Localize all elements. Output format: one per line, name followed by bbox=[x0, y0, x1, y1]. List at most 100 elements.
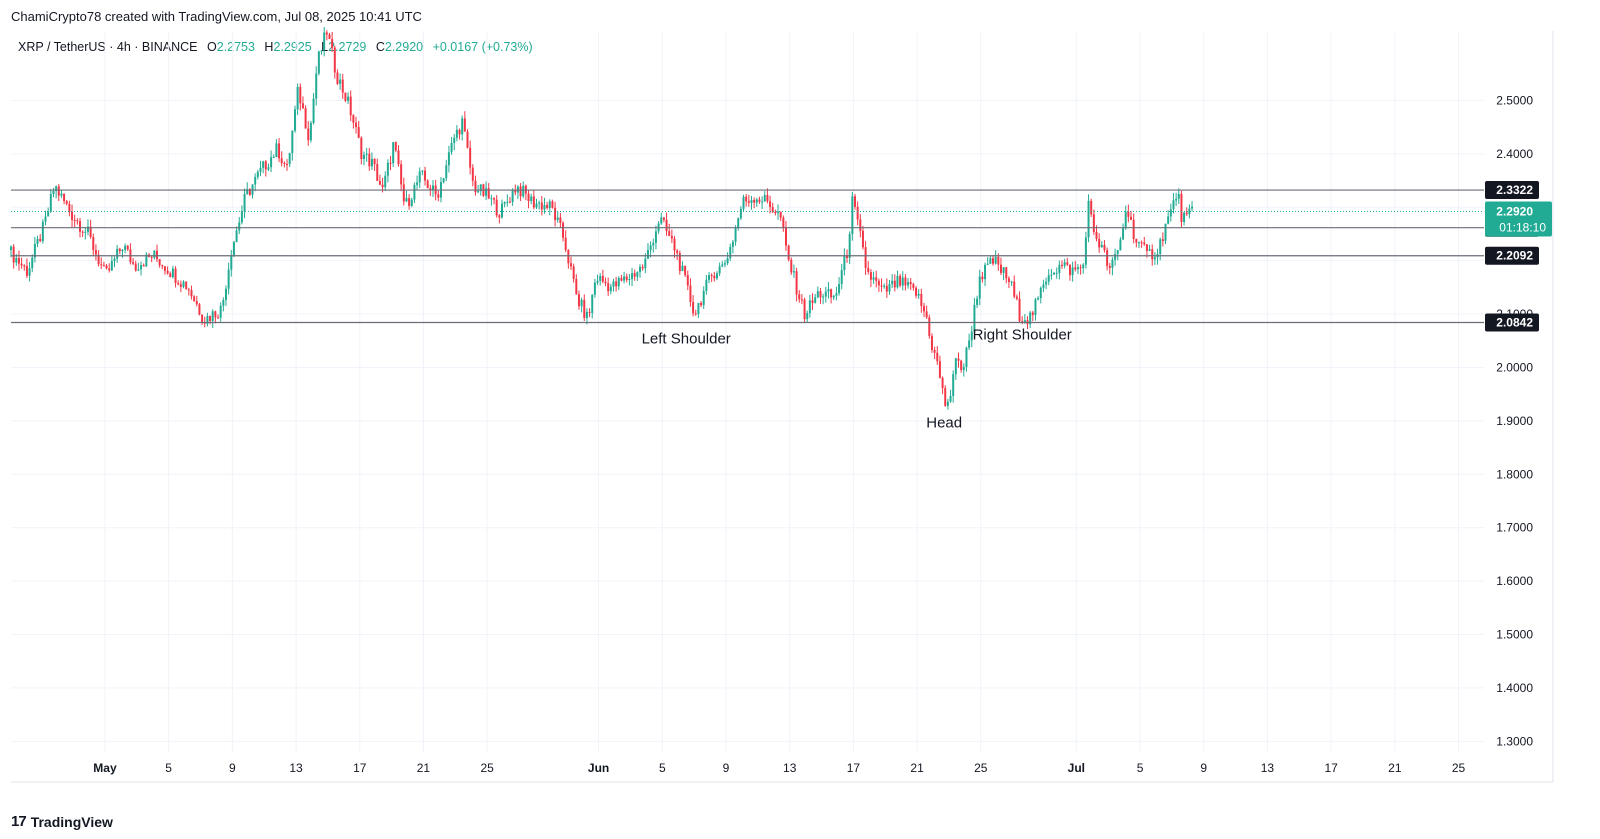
candle-up bbox=[10, 246, 12, 250]
candle-down bbox=[846, 255, 849, 258]
candle-up bbox=[1084, 237, 1087, 265]
time-tick-label: 13 bbox=[783, 761, 797, 775]
candle-up bbox=[715, 273, 718, 279]
candle-up bbox=[609, 286, 612, 292]
candle-down bbox=[577, 294, 580, 307]
candle-up bbox=[617, 277, 620, 287]
candle-down bbox=[495, 199, 498, 216]
candle-down bbox=[280, 158, 283, 163]
candle-up bbox=[453, 137, 456, 144]
candle-down bbox=[700, 302, 703, 306]
candle-up bbox=[501, 203, 503, 218]
candle-up bbox=[365, 153, 368, 155]
price-tick-label: 1.4000 bbox=[1496, 681, 1533, 695]
candle-up bbox=[755, 199, 758, 203]
level-price-tag bbox=[1485, 246, 1539, 265]
candle-down bbox=[1074, 267, 1077, 270]
symbol-legend: XRP / TetherUS · 4h · BINANCE O2.2753 H2… bbox=[18, 40, 533, 54]
candle-up bbox=[1071, 267, 1074, 276]
candle-up bbox=[599, 275, 602, 281]
candle-down bbox=[745, 196, 748, 202]
time-tick-label: 9 bbox=[723, 761, 730, 775]
candle-up bbox=[808, 300, 811, 314]
candle-down bbox=[912, 284, 915, 288]
candle-up bbox=[479, 184, 482, 192]
candle-down bbox=[214, 311, 217, 318]
candle-up bbox=[44, 216, 47, 222]
candle-down bbox=[803, 299, 806, 320]
candle-up bbox=[1053, 272, 1056, 275]
candle-down bbox=[633, 273, 636, 277]
candle-down bbox=[692, 301, 695, 314]
candle-up bbox=[1039, 287, 1042, 298]
candle-down bbox=[177, 282, 180, 285]
candle-up bbox=[145, 254, 148, 267]
candle-up bbox=[763, 195, 766, 202]
candle-up bbox=[410, 199, 413, 206]
candle-down bbox=[283, 162, 286, 164]
candle-down bbox=[925, 311, 928, 318]
candle-down bbox=[474, 180, 477, 193]
candle-down bbox=[179, 284, 182, 287]
candle-down bbox=[570, 263, 573, 267]
candle-up bbox=[896, 275, 899, 288]
candle-down bbox=[161, 265, 164, 267]
candle-down bbox=[527, 193, 530, 202]
candle-down bbox=[1132, 219, 1135, 240]
candle-down bbox=[108, 268, 111, 271]
candle-down bbox=[1106, 250, 1109, 266]
time-tick-label: 13 bbox=[1261, 761, 1275, 775]
candle-up bbox=[246, 189, 249, 195]
close-label: C bbox=[375, 40, 385, 54]
candle-up bbox=[851, 196, 854, 235]
candle-down bbox=[1090, 200, 1093, 215]
candle-up bbox=[339, 79, 342, 84]
candle-down bbox=[1015, 296, 1018, 299]
time-tick-label: 17 bbox=[847, 761, 861, 775]
candle-down bbox=[928, 317, 931, 336]
candle-down bbox=[331, 38, 334, 48]
candle-down bbox=[89, 226, 92, 238]
candle-up bbox=[843, 255, 846, 271]
candle-down bbox=[800, 299, 803, 301]
candle-up bbox=[28, 268, 31, 276]
candle-up bbox=[296, 86, 299, 110]
candle-up bbox=[681, 265, 684, 272]
tradingview-logo[interactable]: 17 TradingView bbox=[11, 813, 113, 830]
candle-up bbox=[1172, 200, 1175, 210]
candle-down bbox=[920, 293, 923, 307]
time-tick-label: 9 bbox=[229, 761, 236, 775]
high-value: 2.2925 bbox=[273, 40, 312, 54]
candle-up bbox=[1167, 216, 1170, 224]
candle-down bbox=[1161, 239, 1164, 241]
symbol-name[interactable]: XRP / TetherUS · 4h · BINANCE bbox=[18, 40, 198, 54]
candle-up bbox=[1183, 212, 1186, 223]
candle-down bbox=[397, 150, 400, 165]
candle-up bbox=[413, 184, 416, 200]
candle-down bbox=[155, 250, 158, 260]
candle-down bbox=[429, 188, 432, 191]
candle-up bbox=[816, 291, 819, 298]
candle-up bbox=[949, 395, 952, 402]
candle-up bbox=[272, 157, 275, 159]
candle-down bbox=[190, 290, 193, 297]
candle-up bbox=[838, 284, 841, 294]
candle-down bbox=[424, 170, 427, 181]
candle-up bbox=[275, 143, 278, 158]
candle-up bbox=[822, 296, 825, 298]
candle-down bbox=[344, 92, 347, 101]
candle-down bbox=[118, 248, 121, 252]
candle-up bbox=[522, 185, 525, 197]
candle-up bbox=[238, 222, 241, 231]
candle-down bbox=[264, 161, 267, 170]
price-tick-label: 1.6000 bbox=[1496, 574, 1533, 588]
candle-up bbox=[323, 32, 326, 51]
candle-down bbox=[400, 164, 403, 185]
candle-up bbox=[1116, 250, 1119, 255]
candle-up bbox=[1153, 257, 1156, 260]
candle-up bbox=[240, 211, 243, 223]
candle-up bbox=[219, 305, 222, 318]
candle-down bbox=[861, 230, 864, 248]
candle-up bbox=[52, 191, 55, 195]
